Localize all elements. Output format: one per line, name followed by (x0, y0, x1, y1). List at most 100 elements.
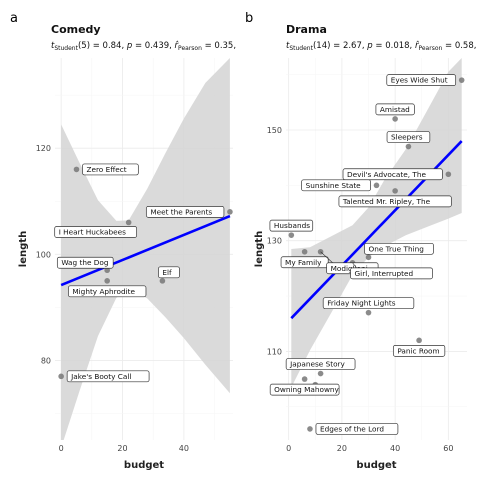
data-point (445, 171, 452, 178)
data-point (365, 254, 372, 261)
point-label-text: Sleepers (391, 133, 423, 142)
point-label: Girl, Interrupted (350, 267, 433, 280)
panel-title: Drama (286, 23, 327, 36)
point-label: Zero Effect (82, 163, 139, 176)
point-label: Edges of the Lord (315, 423, 399, 435)
data-point (227, 209, 233, 215)
point-label-box (82, 163, 139, 176)
point-label: Eyes Wide Shut (386, 74, 457, 86)
point-label: Panic Room (392, 344, 446, 357)
point-label-box (338, 195, 452, 208)
y-tick-label: 110 (267, 347, 282, 356)
point-labels: Eyes Wide Shut Amistad Sleepers Devil's Adv… (269, 74, 457, 435)
point-label-box (350, 267, 433, 280)
y-tick-label: 120 (36, 144, 51, 153)
data-point (301, 376, 308, 382)
point-label-box (285, 358, 356, 370)
point-label-text: I Heart Huckabees (59, 227, 126, 236)
panel-subtitle: tStudent(14) = 2.67, p = 0.018, r̂Pearso… (286, 40, 476, 52)
point-label-text: One True Thing (369, 244, 424, 253)
point-label-text: Modigliani (331, 264, 368, 273)
point-label-text: Sunshine State (306, 181, 362, 190)
point-label-text: Edges of the Lord (320, 424, 384, 433)
x-tick-label: 20 (337, 444, 347, 453)
y-axis-title: length (254, 231, 265, 267)
regression-line (60, 214, 231, 287)
panel-subtitle: tStudent(5) = 0.84, p = 0.439, r̂Pearson… (51, 40, 236, 52)
point-label-box (322, 297, 415, 310)
point-label-text: Friday Night Lights (327, 299, 396, 308)
data-point (458, 77, 465, 83)
point-label-text: Amistad (380, 105, 410, 114)
data-point (392, 188, 398, 194)
point-labels: Zero Effect Meet the Parents I Heart Hucka… (54, 163, 225, 383)
panel-drama: b Drama tStudent(14) = 2.67, p = 0.018, r̂… (245, 11, 476, 471)
panel-tag: b (245, 11, 253, 26)
panel-tag: a (10, 11, 18, 26)
y-axis-title: length (18, 231, 29, 267)
data-point (104, 267, 110, 274)
point-label: Japanese Story (285, 358, 356, 370)
point-label-box (364, 242, 434, 255)
point-label-text: Elf (162, 268, 172, 277)
point-label: One True Thing (364, 242, 434, 255)
label-connector (352, 262, 357, 269)
y-tick-label: 150 (267, 126, 282, 135)
point-label: Owning Mahowny (269, 383, 340, 396)
point-label: Elf (158, 266, 180, 279)
point-label-box (392, 344, 446, 357)
point-label-box (280, 256, 329, 269)
point-label-box (56, 256, 114, 269)
data-point (416, 337, 422, 344)
point-label-text: Girl, Interrupted (355, 269, 414, 278)
data-point (405, 143, 412, 150)
data-point (317, 370, 324, 377)
point-label: I Heart Huckabees (54, 226, 138, 238)
point-label-text: Owning Mahowny (274, 385, 339, 394)
point-label-box (386, 74, 457, 86)
data-point (288, 232, 295, 238)
x-tick-label: 20 (117, 444, 127, 453)
point-label: Devil's Advocate, The (342, 168, 443, 181)
point-label-text: Husbands (274, 221, 310, 230)
point-label-text: Eyes Wide Shut (391, 76, 448, 85)
x-tick-label: 0 (59, 444, 64, 453)
point-label-box (68, 285, 147, 298)
confidence-band (61, 58, 230, 440)
x-axis-title: budget (356, 460, 396, 471)
x-tick-label: 0 (286, 444, 291, 453)
y-tick-label: 100 (36, 250, 51, 259)
point-label: Husbands (269, 219, 314, 232)
point-label: My Family (280, 256, 329, 269)
x-axis-title: budget (124, 460, 164, 471)
point-label: Friday Night Lights (322, 297, 415, 310)
regression-line (290, 140, 463, 320)
point-label-text: Talented Mr. Ripley, The (342, 197, 431, 206)
data-point (104, 278, 110, 284)
point-label-box (269, 383, 340, 396)
point-label-box (269, 219, 314, 232)
point-label-text: Meet the Parents (150, 207, 212, 216)
data-point (365, 309, 372, 316)
point-label-box (386, 131, 431, 143)
point-label-box (315, 423, 399, 435)
data-points (58, 166, 233, 380)
point-label: Amistad (375, 103, 415, 116)
point-label-text: Japanese Story (289, 360, 345, 369)
panel-title: Comedy (51, 23, 101, 36)
point-label-box (145, 206, 225, 218)
point-label-text: Mighty Aphrodite (72, 287, 135, 296)
data-point (125, 219, 132, 226)
point-label-text: Devil's Advocate, The (347, 170, 426, 179)
data-point (373, 182, 380, 189)
x-tick-label: 40 (179, 444, 189, 453)
point-label-box (342, 168, 443, 181)
data-point (301, 248, 308, 255)
panel-comedy: a Comedy tStudent(5) = 0.84, p = 0.439, r̂… (10, 11, 236, 471)
point-label-text: My Family (285, 258, 322, 267)
point-label: Sunshine State (301, 179, 371, 192)
label-connector (320, 251, 333, 263)
x-tick-label: 60 (443, 444, 453, 453)
point-label-text: Wag the Dog (61, 258, 108, 267)
